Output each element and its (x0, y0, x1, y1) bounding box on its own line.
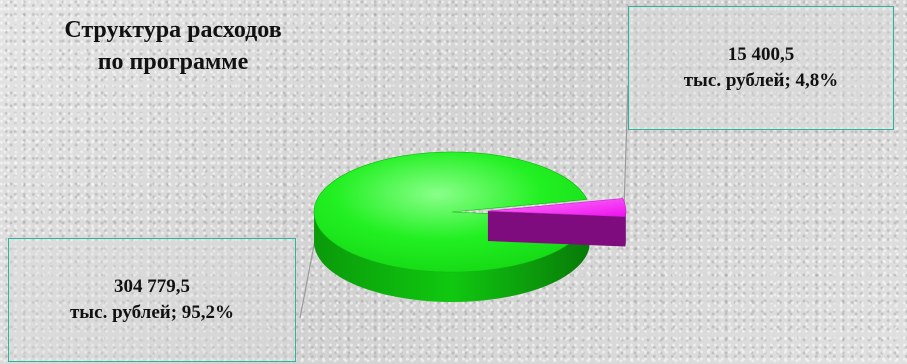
pie-slice-side (487, 211, 626, 247)
slice-group-b (487, 198, 627, 247)
data-label-unit-percent: тыс. рублей; 4,8% (683, 70, 839, 91)
data-label-slice-1: 304 779,5 тыс. рублей; 95,2% (8, 238, 296, 362)
data-label-value: 15 400,5 (727, 44, 795, 65)
pie-slice-side (313, 212, 590, 303)
data-label-unit-percent: тыс. рублей; 95,2% (69, 302, 235, 323)
leader-line-b (623, 85, 629, 209)
pie-slice-side (625, 211, 626, 247)
chart-title: Структура расходов по программе (28, 14, 318, 78)
data-label-slice-2: 15 400,5 тыс. рублей; 4,8% (628, 6, 894, 130)
data-label-value: 304 779,5 (114, 276, 190, 297)
chart-title-line-2: по программе (97, 49, 249, 75)
pie-slice (487, 198, 627, 217)
chart-title-line-1: Структура расходов (64, 17, 282, 43)
